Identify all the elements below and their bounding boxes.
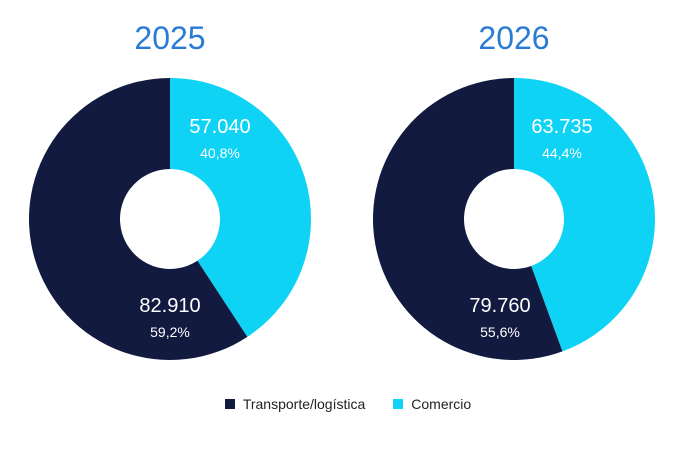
slice-2026-transporte [372, 77, 563, 360]
percent-label-2026-comercio: 44,4% [542, 145, 582, 161]
donut-charts: 57.040 40,8% 82.910 59,2% 63.735 44,4% 79.760 5… [28, 77, 655, 360]
percent-label-2025-transporte: 59,2% [150, 324, 190, 340]
value-label-2026-transporte: 79.760 [469, 295, 530, 317]
legend-swatch-transporte [224, 399, 235, 409]
value-label-2026-comercio: 63.735 [531, 116, 592, 138]
legend-label-comercio: Comercio [411, 396, 472, 412]
percent-label-2026-transporte: 55,6% [480, 324, 520, 340]
value-label-2025-comercio: 57.040 [189, 116, 250, 138]
legend-item-comercio: Comercio [393, 396, 471, 412]
legend: Transporte/logística Comercio [0, 396, 696, 412]
chart-title-2026: 2026 [478, 20, 550, 56]
slice-2026-comercio [514, 78, 655, 352]
percent-label-2025-comercio: 40,8% [200, 145, 240, 161]
slice-2025-comercio [170, 78, 311, 337]
legend-label-transporte: Transporte/logística [242, 396, 366, 412]
value-label-2025-transporte: 82.910 [139, 295, 200, 317]
chart-title-2025: 2025 [134, 20, 206, 56]
legend-item-transporte: Transporte/logística [224, 396, 366, 412]
legend-swatch-comercio [393, 399, 404, 409]
slice-2025-transporte [28, 78, 248, 360]
